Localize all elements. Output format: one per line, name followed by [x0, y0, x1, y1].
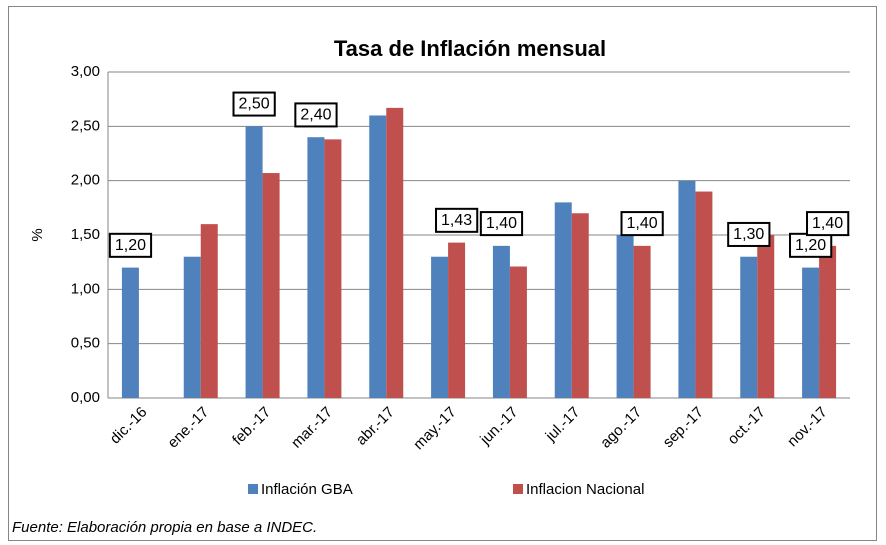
bar [819, 245, 837, 398]
legend-label: Inflación GBA [261, 481, 353, 498]
bar [448, 242, 466, 398]
bar [386, 107, 404, 399]
bar [802, 267, 820, 398]
bar [616, 235, 634, 398]
bar [633, 245, 651, 398]
data-label: 1,20 [115, 237, 146, 254]
legend-label: Inflacion Nacional [526, 481, 644, 498]
data-label: 1,40 [486, 215, 517, 232]
bar [571, 213, 589, 398]
data-label: 1,20 [795, 237, 826, 254]
chart-title: Tasa de Inflación mensual [334, 36, 606, 61]
data-label-box [620, 211, 664, 237]
bar [121, 267, 139, 398]
data-label: 1,43 [441, 212, 472, 229]
legend-swatch [513, 484, 523, 494]
data-label-box [232, 91, 276, 117]
bar [492, 245, 510, 398]
data-label: 2,40 [300, 106, 331, 123]
bar [369, 115, 387, 398]
data-label: 2,50 [239, 96, 270, 113]
data-label-box [435, 207, 479, 233]
bar [695, 191, 713, 398]
bar [678, 180, 696, 398]
y-tick-label: 1,50 [71, 226, 100, 243]
bar [262, 173, 280, 398]
y-tick-label: 0,50 [71, 335, 100, 352]
y-axis-label: % [29, 228, 46, 241]
data-label-box [806, 211, 850, 237]
source-note: Fuente: Elaboración propia en base a IND… [12, 519, 317, 536]
data-label: 1,40 [627, 215, 658, 232]
data-label-box [479, 211, 524, 237]
data-label: 1,30 [733, 226, 764, 243]
bar [757, 235, 775, 398]
y-tick-label: 2,50 [71, 117, 100, 134]
bar [509, 266, 527, 398]
data-label: 1,40 [812, 215, 843, 232]
bar [183, 256, 201, 398]
bar [245, 126, 263, 398]
legend-swatch [248, 484, 258, 494]
data-label-box [727, 221, 771, 247]
bar [307, 137, 325, 398]
bar [431, 256, 449, 398]
y-tick-label: 2,00 [71, 172, 100, 189]
data-label-box [294, 102, 338, 128]
bar [740, 256, 758, 398]
y-tick-label: 3,00 [71, 63, 100, 80]
bar [554, 202, 572, 398]
bar [200, 224, 218, 398]
data-label-box [108, 232, 153, 258]
bar [324, 139, 342, 398]
y-tick-label: 1,00 [71, 280, 100, 297]
y-tick-label: 0,00 [71, 389, 100, 406]
